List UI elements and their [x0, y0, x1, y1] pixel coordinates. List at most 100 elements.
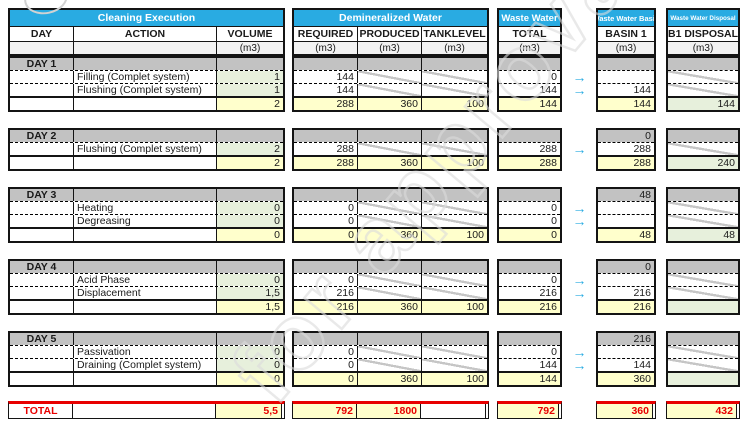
cell-action[interactable]: Draining (Complet system) [74, 359, 217, 371]
cell-produced-day-total[interactable]: 360 [358, 373, 422, 385]
empty-cell-disposal [668, 359, 738, 371]
cell-required-day-total[interactable]: 288 [294, 98, 358, 110]
cell-basin-carryover[interactable]: 216 [598, 333, 654, 345]
cell-volume[interactable]: 0 [217, 359, 283, 371]
cell-tanklevel-day-total[interactable]: 100 [422, 301, 487, 313]
day-label: DAY 4 [10, 261, 74, 273]
cell-volume[interactable]: 0 [217, 274, 283, 286]
cell-volume-day-total[interactable]: 2 [217, 98, 283, 110]
cell-tanklevel-day-total[interactable]: 100 [422, 157, 487, 169]
cell-basin[interactable] [598, 202, 654, 214]
cell-volume-day-total[interactable]: 0 [217, 229, 283, 241]
cell-basin[interactable] [598, 274, 654, 286]
cell-waste-total[interactable]: 0 [551, 215, 557, 227]
right-arrow-icon: → [572, 359, 587, 371]
cell-volume-grand-total[interactable]: 5,5 [216, 404, 282, 418]
cell-tanklevel-day-total[interactable]: 100 [422, 229, 487, 241]
cell-required[interactable]: 0 [294, 274, 358, 286]
cell-basin-day-total[interactable]: 144 [598, 98, 654, 110]
cell-waste-total[interactable]: 144 [539, 84, 557, 96]
cell-required[interactable]: 216 [294, 287, 358, 299]
cell-waste-total[interactable]: 144 [539, 359, 557, 371]
cell-disposal-day-total[interactable] [668, 373, 738, 385]
cell-waste-total[interactable]: 0 [551, 71, 557, 83]
cell-disposal-day-total[interactable]: 48 [668, 229, 738, 241]
cell-required-day-total[interactable]: 0 [294, 229, 358, 241]
cell-basin-carryover[interactable]: 48 [598, 189, 654, 201]
right-arrow-icon: → [572, 84, 587, 96]
cell-action[interactable]: Degreasing [74, 215, 217, 227]
cell-tanklevel-day-total[interactable]: 100 [422, 373, 487, 385]
cell-basin-day-total[interactable]: 216 [598, 301, 654, 313]
cell-produced-day-total[interactable]: 360 [358, 157, 422, 169]
empty-cell-disposal [668, 287, 738, 299]
cell-basin[interactable] [598, 346, 654, 358]
cell-action[interactable]: Displacement [74, 287, 217, 299]
cell-basin[interactable] [598, 71, 654, 83]
cell-volume[interactable]: 1 [217, 84, 283, 96]
cell-required[interactable]: 0 [294, 215, 358, 227]
cell-action[interactable]: Filling (Complet system) [74, 71, 217, 83]
cell-tanklevel-day-total[interactable]: 100 [422, 98, 487, 110]
cell-waste-total[interactable]: 0 [551, 202, 557, 214]
cell-waste-total[interactable]: 0 [551, 346, 557, 358]
cell-volume-day-total[interactable]: 1,5 [217, 301, 283, 313]
cell-waste-grand-total[interactable]: 792 [498, 404, 559, 418]
cell-required[interactable]: 0 [294, 359, 358, 371]
cell-disposal-day-total[interactable]: 144 [668, 98, 738, 110]
cell-produced-day-total[interactable]: 360 [358, 301, 422, 313]
cell-basin[interactable]: 216 [633, 287, 651, 299]
cell-disposal-day-total[interactable]: 240 [668, 157, 738, 169]
cell-waste-day-total[interactable]: 288 [499, 157, 560, 169]
column-header: ACTION [74, 27, 217, 41]
cell-basin-carryover[interactable]: 0 [598, 261, 654, 273]
cell-volume[interactable]: 1 [217, 71, 283, 83]
cell-basin[interactable]: 144 [633, 84, 651, 96]
cell-basin-grand-total[interactable]: 360 [597, 404, 653, 418]
cell-waste-total[interactable]: 0 [551, 274, 557, 286]
cell-volume[interactable]: 1,5 [217, 287, 283, 299]
cell-required[interactable]: 144 [294, 71, 358, 83]
cell-action[interactable]: Heating [74, 202, 217, 214]
cell-basin-day-total[interactable]: 48 [598, 229, 654, 241]
cell-volume-day-total[interactable]: 2 [217, 157, 283, 169]
cell-volume[interactable]: 0 [217, 215, 283, 227]
cell-produced-grand-total[interactable]: 1800 [357, 404, 421, 418]
cell-required[interactable]: 288 [294, 143, 358, 155]
cell-basin[interactable]: 144 [633, 359, 651, 371]
cell-waste-day-total[interactable]: 144 [499, 373, 560, 385]
cell-basin-carryover[interactable] [598, 58, 654, 70]
cell-waste-day-total[interactable]: 0 [499, 229, 560, 241]
cell-disposal-grand-total[interactable]: 432 [667, 404, 737, 418]
cell-action[interactable]: Flushing (Complet system) [74, 143, 217, 155]
cell-waste-day-total[interactable]: 216 [499, 301, 560, 313]
cell-disposal-day-total[interactable] [668, 301, 738, 313]
cell-volume[interactable]: 0 [217, 202, 283, 214]
cell-basin-carryover[interactable]: 0 [598, 130, 654, 142]
cell-waste-total[interactable]: 216 [539, 287, 557, 299]
cell-required[interactable]: 0 [294, 346, 358, 358]
cell-basin[interactable]: 288 [633, 143, 651, 155]
cell-volume[interactable]: 0 [217, 346, 283, 358]
cell-volume-day-total[interactable]: 0 [217, 373, 283, 385]
cell-produced-day-total[interactable]: 360 [358, 98, 422, 110]
cell-required-grand-total[interactable]: 792 [293, 404, 357, 418]
cell-produced-day-total[interactable]: 360 [358, 229, 422, 241]
grand-total-row: 432 [666, 401, 740, 419]
cell-required-day-total[interactable]: 216 [294, 301, 358, 313]
cell-volume[interactable]: 2 [217, 143, 283, 155]
cell-waste-total[interactable]: 288 [539, 143, 557, 155]
cell-basin[interactable] [598, 215, 654, 227]
cell-basin-day-total[interactable]: 360 [598, 373, 654, 385]
cell-required[interactable]: 144 [294, 84, 358, 96]
cell-basin-day-total[interactable]: 288 [598, 157, 654, 169]
empty-cell-tanklevel [422, 84, 487, 96]
cell-action[interactable]: Acid Phase [74, 274, 217, 286]
cell-tanklevel-grand-total[interactable] [421, 404, 486, 418]
cell-required-day-total[interactable]: 288 [294, 157, 358, 169]
cell-required-day-total[interactable]: 0 [294, 373, 358, 385]
cell-action[interactable]: Passivation [74, 346, 217, 358]
cell-required[interactable]: 0 [294, 202, 358, 214]
cell-waste-day-total[interactable]: 144 [499, 98, 560, 110]
cell-action[interactable]: Flushing (Complet system) [74, 84, 217, 96]
